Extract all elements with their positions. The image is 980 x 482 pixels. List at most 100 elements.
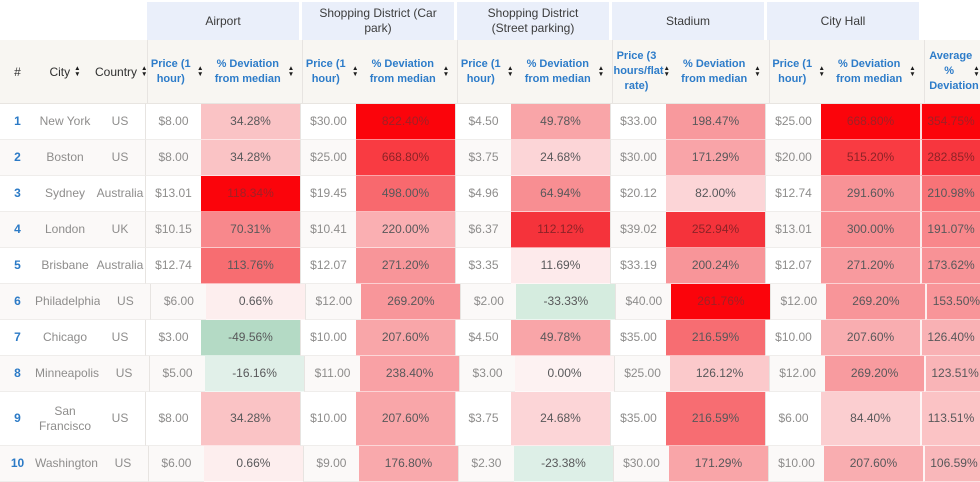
price-cell: $33.19 [610, 248, 666, 284]
country-value: US [115, 366, 133, 381]
price-value: $8.00 [158, 411, 189, 426]
rank-value: 4 [14, 222, 21, 237]
deviation-value: 70.31% [230, 222, 271, 237]
price-value: $6.37 [468, 222, 499, 237]
price-cell: $30.00 [300, 104, 356, 140]
price-value: $12.07 [310, 258, 347, 273]
deviation-cell: 271.20% [821, 248, 920, 284]
average-deviation-value: 126.40% [927, 330, 975, 345]
price-value: $12.00 [779, 366, 816, 381]
deviation-cell: 34.28% [201, 392, 300, 446]
deviation-column-header-2[interactable]: % Deviation from median [358, 40, 457, 103]
price-value: $30.00 [620, 150, 657, 165]
deviation-cell: 271.20% [356, 248, 455, 284]
deviation-cell: 176.80% [358, 446, 458, 482]
row-rank: 1 [0, 104, 35, 140]
deviation-cell: 11.69% [511, 248, 610, 284]
price-cell: $13.01 [145, 176, 201, 212]
price-cell: $3.75 [455, 392, 511, 446]
deviation-value: 171.29% [691, 150, 740, 165]
deviation-cell: 82.00% [666, 176, 765, 212]
deviation-value: 220.00% [381, 222, 430, 237]
sort-icon[interactable] [754, 66, 760, 77]
price-header-label: Price (1 hour) [150, 57, 191, 85]
price-cell: $8.00 [145, 392, 201, 446]
country-value: US [117, 294, 134, 309]
price-value: $11.00 [314, 366, 351, 381]
deviation-value: 252.94% [691, 222, 740, 237]
average-deviation-value: 153.50% [932, 294, 980, 309]
deviation-value: 261.76% [697, 294, 745, 309]
row-country: Australia [95, 248, 145, 284]
sort-icon[interactable] [74, 66, 80, 77]
price-value: $10.41 [310, 222, 347, 237]
row-city: New York [35, 104, 95, 140]
deviation-value: 291.60% [846, 186, 895, 201]
price-value: $4.96 [468, 186, 499, 201]
sort-icon[interactable] [443, 66, 449, 77]
deviation-cell: 668.80% [356, 140, 455, 176]
country-value: US [111, 330, 129, 345]
deviation-cell: 300.00% [821, 212, 920, 248]
deviation-cell: -23.38% [513, 446, 613, 482]
average-deviation-cell: 354.75% [920, 104, 980, 140]
price-column-header-5[interactable]: Price (1 hour) [768, 40, 825, 103]
deviation-cell: 668.80% [821, 104, 920, 140]
row-rank: 7 [0, 320, 35, 356]
average-deviation-cell: 282.85% [920, 140, 980, 176]
average-deviation-column-header[interactable]: Average % Deviation [923, 40, 980, 103]
average-deviation-cell: 173.62% [920, 248, 980, 284]
price-column-header-3[interactable]: Price (1 hour) [457, 40, 513, 103]
deviation-column-header-4[interactable]: % Deviation from median [670, 40, 769, 103]
table-row: 10 Washington US $6.00 0.66% $9.00 176.80% $2.3… [0, 446, 980, 482]
deviation-column-header-5[interactable]: % Deviation from median [825, 40, 924, 103]
column-header-country[interactable]: Country [95, 40, 147, 103]
deviation-value: 64.94% [540, 186, 581, 201]
country-value: UK [111, 222, 129, 237]
column-header-label: Country [95, 64, 138, 79]
deviation-cell: 269.20% [361, 284, 461, 320]
price-cell: $13.01 [765, 212, 821, 248]
group-header-4: Stadium [610, 0, 765, 40]
deviation-cell: 118.34% [201, 176, 300, 212]
deviation-cell: 822.40% [356, 104, 455, 140]
price-cell: $40.00 [615, 284, 672, 320]
sort-icon[interactable] [909, 66, 915, 77]
deviation-cell: 220.00% [356, 212, 455, 248]
deviation-column-header-1[interactable]: % Deviation from median [203, 40, 302, 103]
country-value: Australia [96, 258, 144, 273]
average-deviation-cell: 113.51% [920, 392, 980, 446]
average-deviation-value: 210.98% [927, 186, 975, 201]
deviation-value: 11.69% [540, 258, 581, 273]
sort-icon[interactable] [288, 66, 294, 77]
price-cell: $6.00 [765, 392, 821, 446]
deviation-cell: 515.20% [821, 140, 920, 176]
deviation-cell: 269.20% [826, 284, 926, 320]
deviation-header-label: % Deviation from median [836, 57, 903, 85]
sort-icon[interactable] [598, 66, 604, 77]
price-cell: $12.74 [765, 176, 821, 212]
price-column-header-4[interactable]: Price (3 hours/flat rate) [612, 40, 669, 103]
deviation-value: 207.60% [849, 456, 898, 471]
column-header-city[interactable]: City [35, 40, 95, 103]
table-row: 7 Chicago US $3.00 -49.56% $10.00 207.60% $4.50… [0, 320, 980, 356]
sort-icon[interactable] [973, 66, 979, 77]
price-cell: $3.75 [455, 140, 511, 176]
price-value: $3.75 [468, 150, 499, 165]
average-deviation-cell: 153.50% [925, 284, 980, 320]
city-value: Minneapolis [35, 366, 100, 381]
row-rank: 4 [0, 212, 35, 248]
average-deviation-cell: 126.40% [920, 320, 980, 356]
price-value: $35.00 [620, 411, 657, 426]
average-deviation-cell: 106.59% [922, 446, 980, 482]
price-column-header-1[interactable]: Price (1 hour) [147, 40, 203, 103]
deviation-column-header-3[interactable]: % Deviation from median [513, 40, 612, 103]
deviation-value: 271.20% [381, 258, 430, 273]
row-city: Minneapolis [35, 356, 100, 392]
price-column-header-2[interactable]: Price (1 hour) [302, 40, 358, 103]
deviation-cell: 24.68% [511, 140, 610, 176]
row-rank: 10 [0, 446, 35, 482]
price-cell: $39.02 [610, 212, 666, 248]
price-value: $20.00 [775, 150, 812, 165]
price-value: $6.00 [161, 456, 192, 471]
